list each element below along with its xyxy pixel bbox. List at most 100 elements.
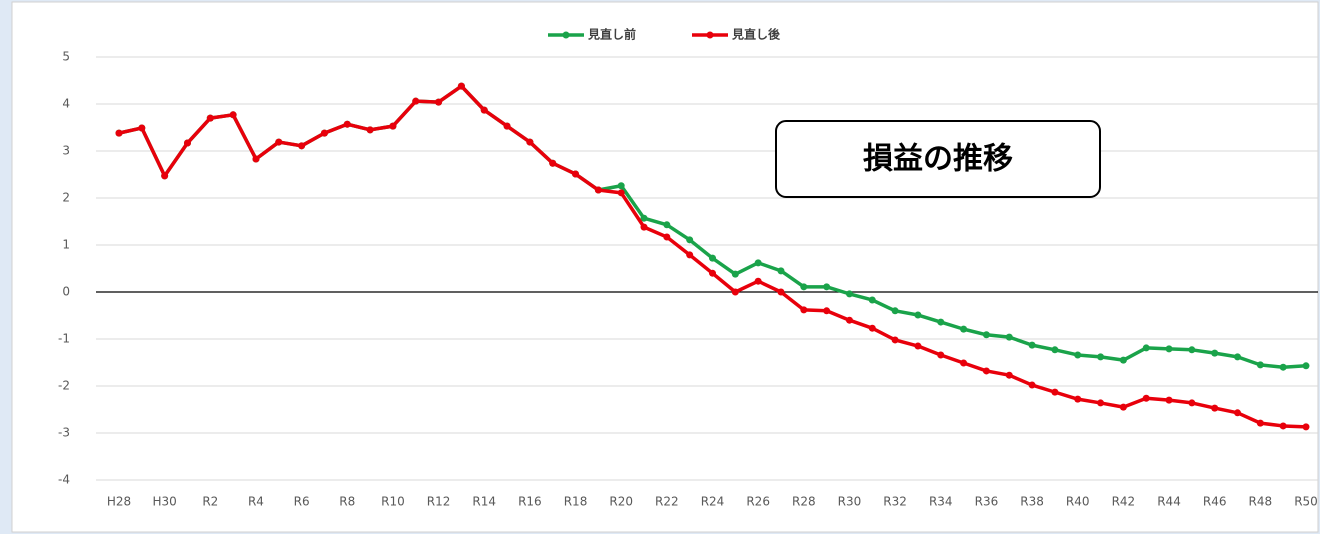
point [389, 122, 397, 130]
point [891, 307, 899, 315]
point [845, 316, 853, 324]
x-tick-label: R22 [655, 495, 679, 509]
point [412, 97, 420, 105]
point [686, 251, 694, 259]
x-tick-label: R8 [339, 495, 355, 509]
point [777, 267, 785, 275]
point [891, 336, 899, 344]
point [1211, 349, 1219, 357]
point [709, 269, 716, 277]
y-tick-label: 2 [62, 191, 70, 205]
point [1165, 396, 1173, 404]
point [960, 359, 968, 367]
point [1211, 404, 1219, 412]
point [754, 259, 762, 267]
legend-marker [562, 31, 570, 39]
x-tick-label: R34 [929, 495, 953, 509]
point [1074, 351, 1082, 359]
point [594, 186, 602, 194]
point [845, 290, 853, 298]
x-tick-label: H28 [107, 495, 131, 509]
x-tick-label: R12 [427, 495, 451, 509]
x-tick-label: R6 [294, 495, 310, 509]
x-tick-label: R46 [1203, 495, 1227, 509]
point [1279, 363, 1287, 371]
point [800, 306, 808, 314]
annotation-box [775, 120, 1101, 198]
x-tick-label: H30 [153, 495, 177, 509]
point [275, 138, 283, 146]
point [800, 283, 808, 291]
point [229, 111, 237, 119]
x-tick-label: R36 [975, 495, 999, 509]
point [686, 236, 694, 244]
legend-marker [706, 31, 714, 39]
annotation: 損益の推移 [863, 142, 1013, 177]
point [960, 325, 968, 333]
point [868, 296, 876, 304]
y-tick-label: -4 [58, 473, 70, 487]
point [366, 126, 374, 134]
point [252, 155, 260, 163]
x-tick-label: R26 [746, 495, 770, 509]
point [1097, 399, 1105, 407]
point [1256, 419, 1264, 427]
legend-label: 見直し後 [731, 27, 781, 42]
point [1302, 362, 1310, 370]
chart-area [11, 1, 1319, 533]
point [1028, 341, 1036, 349]
x-tick-label: R2 [202, 495, 218, 509]
y-tick-label: 5 [62, 50, 70, 64]
point [161, 172, 169, 180]
point [572, 170, 580, 178]
point [298, 142, 306, 150]
y-tick-label: -2 [58, 379, 70, 393]
y-tick-label: 0 [62, 285, 70, 299]
x-tick-label: R50 [1294, 495, 1318, 509]
x-tick-label: R38 [1020, 495, 1044, 509]
x-tick-label: R44 [1157, 495, 1181, 509]
x-tick-label: R16 [518, 495, 542, 509]
point [1302, 423, 1310, 431]
point [663, 233, 671, 241]
point [709, 254, 716, 262]
point [206, 114, 214, 122]
y-tick-label: -3 [58, 426, 70, 440]
point [1188, 399, 1196, 407]
point [320, 129, 328, 137]
point [1074, 395, 1082, 403]
point [549, 159, 557, 167]
x-tick-label: R10 [381, 495, 405, 509]
point [777, 288, 785, 296]
point [1256, 361, 1264, 369]
point [1097, 353, 1105, 361]
point [1005, 371, 1013, 379]
point [754, 277, 762, 285]
point [1234, 353, 1242, 361]
point [343, 120, 351, 128]
point [731, 270, 739, 278]
x-tick-label: R42 [1112, 495, 1136, 509]
legend-label: 見直し前 [587, 27, 636, 42]
y-tick-label: -1 [58, 332, 70, 346]
point [731, 288, 739, 296]
point [1051, 388, 1059, 396]
point [526, 138, 534, 146]
point [1051, 346, 1059, 354]
x-tick-label: R40 [1066, 495, 1090, 509]
point [1188, 346, 1196, 354]
point [457, 82, 465, 90]
x-tick-label: R20 [609, 495, 633, 509]
point [640, 223, 648, 231]
point [823, 307, 831, 315]
point [503, 122, 511, 130]
point [823, 283, 831, 291]
point [1279, 422, 1287, 430]
point [435, 98, 443, 106]
point [617, 182, 625, 190]
point [1119, 356, 1127, 364]
x-tick-label: R18 [564, 495, 588, 509]
point [1142, 344, 1150, 352]
point [183, 139, 191, 147]
point [937, 351, 945, 359]
